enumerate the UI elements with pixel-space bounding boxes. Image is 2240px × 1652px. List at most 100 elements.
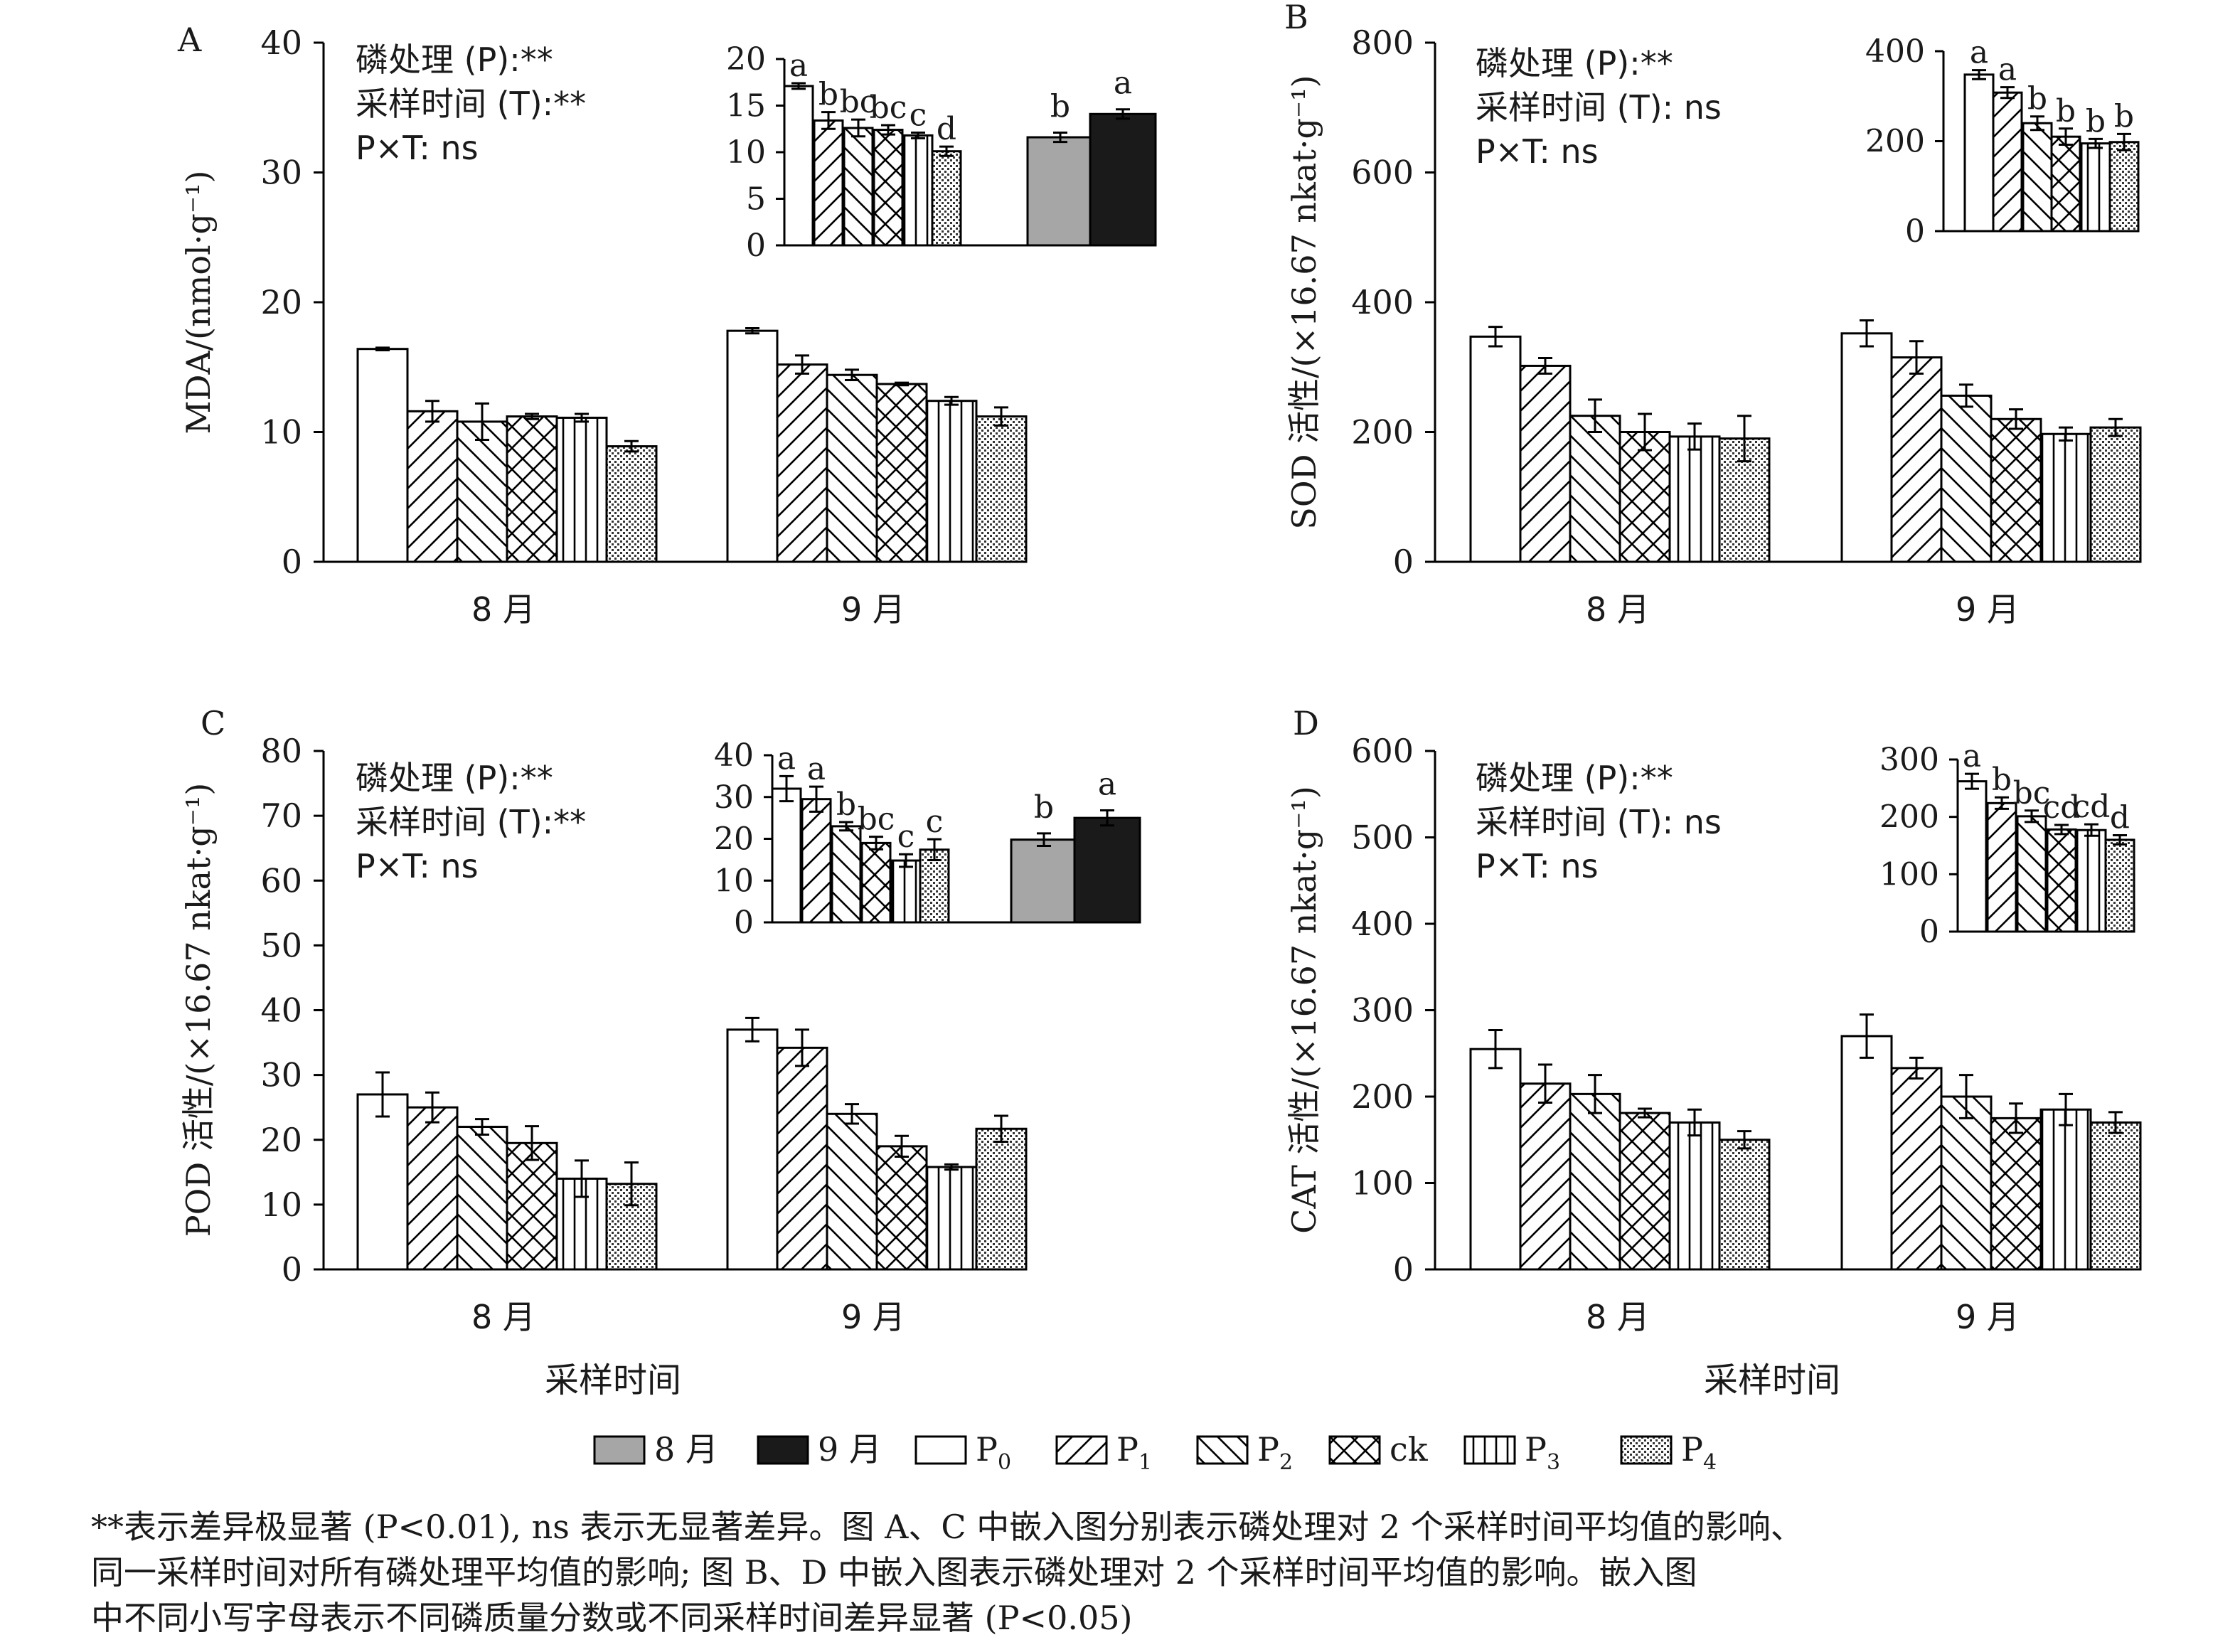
y-tick-label: 0 — [1393, 1250, 1414, 1289]
bar-P1-sep — [1890, 356, 1943, 563]
error-bar — [525, 412, 539, 420]
significance-letter: d — [2110, 799, 2130, 836]
panel-D: D 0 100 200 300 400 500 600 CAT 活性/(×16.67 nkat·… — [1285, 704, 2142, 1336]
x-axis-title-right: 采样时间 — [1704, 1360, 1840, 1400]
bar-P3-sep — [925, 1166, 978, 1271]
error-bar — [845, 1103, 859, 1125]
inset-bar-P0 — [783, 85, 814, 247]
significance-letter: b — [2114, 98, 2134, 134]
panel-B: B 0 200 400 600 800 SOD 活性/(×16.67 nkat·g⁻¹) 8 … — [1284, 0, 2142, 629]
y-tick-label: 40 — [260, 23, 302, 62]
y-tick-label: 10 — [260, 1185, 302, 1224]
bar-P3-sep — [2039, 1108, 2092, 1271]
y-tick-label: 20 — [260, 283, 302, 321]
y-tick-label: 300 — [1351, 991, 1414, 1030]
y-axis-label: CAT 活性/(×16.67 nkat·g⁻¹) — [1285, 786, 1323, 1234]
bar-P2-aug — [456, 420, 508, 563]
bar-P2-aug — [1569, 1092, 1621, 1271]
legend-item: P2 — [1196, 1430, 1293, 1475]
significance-letter: cd — [2043, 789, 2081, 826]
inset-y-tick-label: 100 — [1879, 856, 1939, 892]
inset-bar-aug — [1010, 838, 1078, 924]
bar-P0-sep — [1840, 332, 1893, 563]
stats-text: 采样时间 (T): ns — [1476, 803, 1722, 841]
bar-P3-aug — [1668, 435, 1721, 563]
bar-P0-aug — [1469, 335, 1522, 563]
inset-bar-P2 — [2016, 815, 2047, 933]
significance-letter: c — [926, 804, 944, 840]
significance-letter: d — [937, 111, 956, 147]
error-bar — [575, 412, 589, 423]
x-tick-label: 9 月 — [841, 1298, 905, 1336]
inset-y-tick-label: 0 — [1919, 914, 1939, 950]
y-tick-label: 200 — [1351, 413, 1414, 452]
bar-P3-aug — [555, 416, 608, 563]
significance-letter: b — [1034, 789, 1054, 826]
bar-P1-sep — [776, 363, 828, 563]
legend-item: ck — [1328, 1430, 1429, 1469]
error-bar — [1737, 415, 1751, 463]
bar-ck-sep — [1990, 1117, 2042, 1271]
inset-error-bar — [939, 145, 954, 157]
y-tick-label: 30 — [260, 1056, 302, 1094]
error-bar — [895, 1134, 909, 1158]
error-bar — [745, 327, 759, 335]
stats-text: P×T: ns — [356, 847, 479, 885]
bar-P2-sep — [826, 1112, 878, 1271]
inset-error-bar — [1116, 108, 1130, 120]
stats-text: P×T: ns — [1476, 132, 1599, 171]
stats-text: 采样时间 (T):** — [356, 85, 586, 123]
error-bar — [994, 1114, 1008, 1143]
inset-error-bar — [821, 111, 836, 130]
inset-error-bar — [869, 836, 883, 851]
y-axis-label: SOD 活性/(×16.67 nkat·g⁻¹) — [1285, 75, 1323, 529]
inset-error-bar — [2059, 127, 2073, 146]
legend-item: P0 — [914, 1430, 1011, 1475]
y-tick-label: 60 — [260, 861, 302, 900]
bar-P1-aug — [406, 1106, 459, 1271]
inset-bar-P2 — [2022, 122, 2053, 233]
significance-letter: bc — [870, 90, 907, 126]
y-axis-label: MDA/(nmol·g⁻¹) — [179, 170, 218, 434]
inset-bar-P0 — [1963, 73, 1995, 233]
bar-P4-sep — [2089, 426, 2142, 563]
error-bar — [475, 402, 489, 441]
error-bar — [1638, 412, 1652, 452]
significance-letter: b — [2027, 81, 2047, 117]
legend-label: P3 — [1525, 1430, 1560, 1475]
error-bar — [1959, 383, 1973, 408]
bar-P0-aug — [1469, 1048, 1522, 1271]
error-bar — [2108, 417, 2123, 437]
panel-label: A — [177, 21, 202, 59]
bar-P0-aug — [356, 1093, 409, 1271]
significance-letter: bc — [858, 801, 895, 838]
error-bar — [2059, 426, 2073, 442]
bar-P4-sep — [975, 415, 1028, 563]
x-axis-title-left: 采样时间 — [545, 1360, 681, 1400]
inset-error-bar — [899, 853, 913, 868]
inset-y-tick-label: 15 — [726, 88, 766, 124]
inset-y-tick-label: 0 — [1905, 213, 1925, 250]
inset-bar-P4 — [2108, 141, 2140, 233]
bar-P1-aug — [1519, 1082, 1572, 1271]
x-tick-label: 8 月 — [471, 1298, 535, 1336]
legend-item: P4 — [1620, 1430, 1717, 1475]
inset-y-tick-label: 5 — [746, 181, 766, 218]
inset-y-tick-label: 200 — [1865, 124, 1925, 160]
significance-letter: c — [897, 819, 915, 855]
bar-P3-sep — [2039, 432, 2092, 563]
bar-ck-aug — [506, 1141, 558, 1271]
y-tick-label: 20 — [260, 1121, 302, 1159]
legend-item: 8 月 — [593, 1430, 718, 1469]
inset-error-bar — [927, 838, 942, 861]
inset-error-bar — [839, 821, 853, 832]
bar-ck-sep — [1990, 417, 2042, 563]
caption-line-1: **表示差异极显著 (P<0.01), ns 表示无显著差异。图 A、C 中嵌入… — [91, 1508, 1803, 1546]
y-tick-label: 400 — [1351, 905, 1414, 943]
y-tick-label: 80 — [260, 732, 302, 770]
significance-letter: b — [2086, 103, 2106, 139]
inset-bar-ck — [873, 129, 904, 247]
